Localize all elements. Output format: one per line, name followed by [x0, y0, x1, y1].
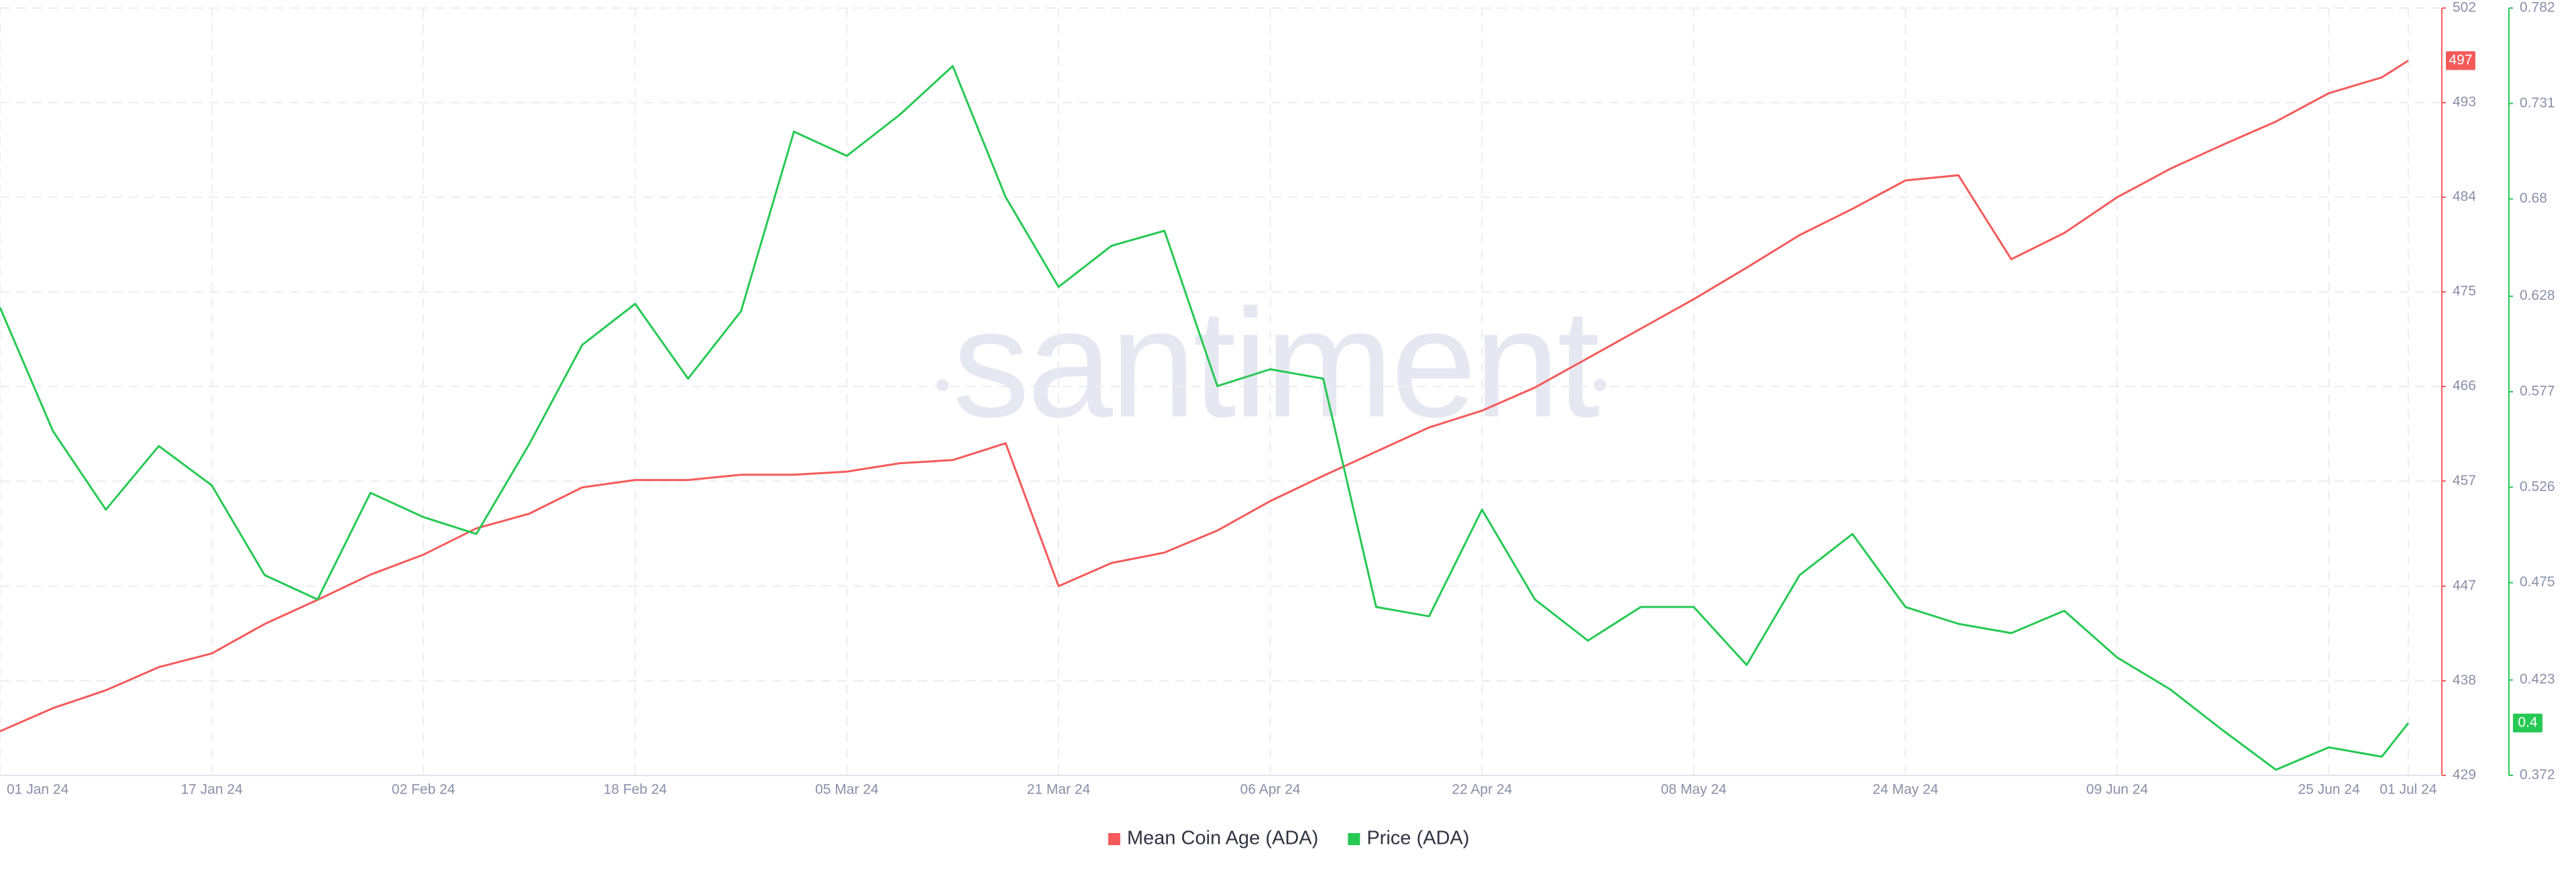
y-tick-label: 447: [2453, 578, 2476, 593]
x-tick-label: 21 Mar 24: [1027, 782, 1091, 798]
value-badge: [2446, 51, 2475, 70]
y2-tick-label: 0.68: [2520, 190, 2547, 206]
legend-label: Price (ADA): [1366, 828, 1469, 849]
y-tick-label: 457: [2453, 473, 2476, 488]
x-tick-label: 09 Jun 24: [2086, 782, 2149, 798]
legend-swatch: [1348, 833, 1360, 845]
watermark-dot: [936, 379, 949, 391]
watermark-dot: [1594, 379, 1606, 391]
value-badge-label: 0.4: [2518, 714, 2538, 730]
grid: [0, 7, 2442, 776]
value-badge-label: 497: [2449, 52, 2472, 68]
y2-tick-label: 0.782: [2520, 0, 2555, 15]
value-badge: [2513, 713, 2542, 732]
series-line: [0, 65, 2410, 771]
y2-tick-label: 0.526: [2520, 479, 2555, 494]
x-tick-label: 17 Jan 24: [180, 782, 243, 798]
y-tick-label: 438: [2453, 673, 2476, 688]
x-tick-label: 22 Apr 24: [1452, 782, 1512, 798]
x-tick-label: 06 Apr 24: [1240, 782, 1301, 798]
legend-label: Mean Coin Age (ADA): [1127, 828, 1318, 849]
watermark-text: santiment: [953, 277, 1599, 449]
y2-tick-label: 0.475: [2520, 574, 2555, 590]
watermark: santiment: [936, 277, 1606, 449]
y-tick-label: 466: [2453, 378, 2476, 394]
legend: Mean Coin Age (ADA) Price (ADA): [1108, 828, 1469, 849]
series-line: [0, 60, 2409, 732]
y2-tick-label: 0.577: [2520, 384, 2555, 399]
x-tick-label: 01 Jan 24: [7, 782, 69, 798]
legend-swatch: [1108, 833, 1120, 845]
y2-tick-label: 0.628: [2520, 288, 2555, 303]
y2-tick-label: 0.423: [2520, 671, 2555, 687]
y-tick-label: 429: [2453, 767, 2476, 783]
x-tick-label: 05 Mar 24: [815, 782, 879, 798]
x-tick-label: 25 Jun 24: [2298, 782, 2361, 798]
x-tick-label: 08 May 24: [1661, 782, 1727, 798]
y-tick-label: 502: [2453, 0, 2476, 15]
y2-tick-label: 0.372: [2520, 767, 2555, 783]
x-tick-label: 01 Jul 24: [2379, 782, 2437, 798]
y-tick-label: 484: [2453, 189, 2476, 205]
x-tick-label: 24 May 24: [1872, 782, 1938, 798]
y-tick-label: 475: [2453, 284, 2476, 299]
x-tick-label: 02 Feb 24: [392, 782, 455, 798]
x-tick-label: 18 Feb 24: [604, 782, 667, 798]
y2-tick-label: 0.731: [2520, 95, 2555, 111]
y-tick-label: 493: [2453, 95, 2476, 110]
